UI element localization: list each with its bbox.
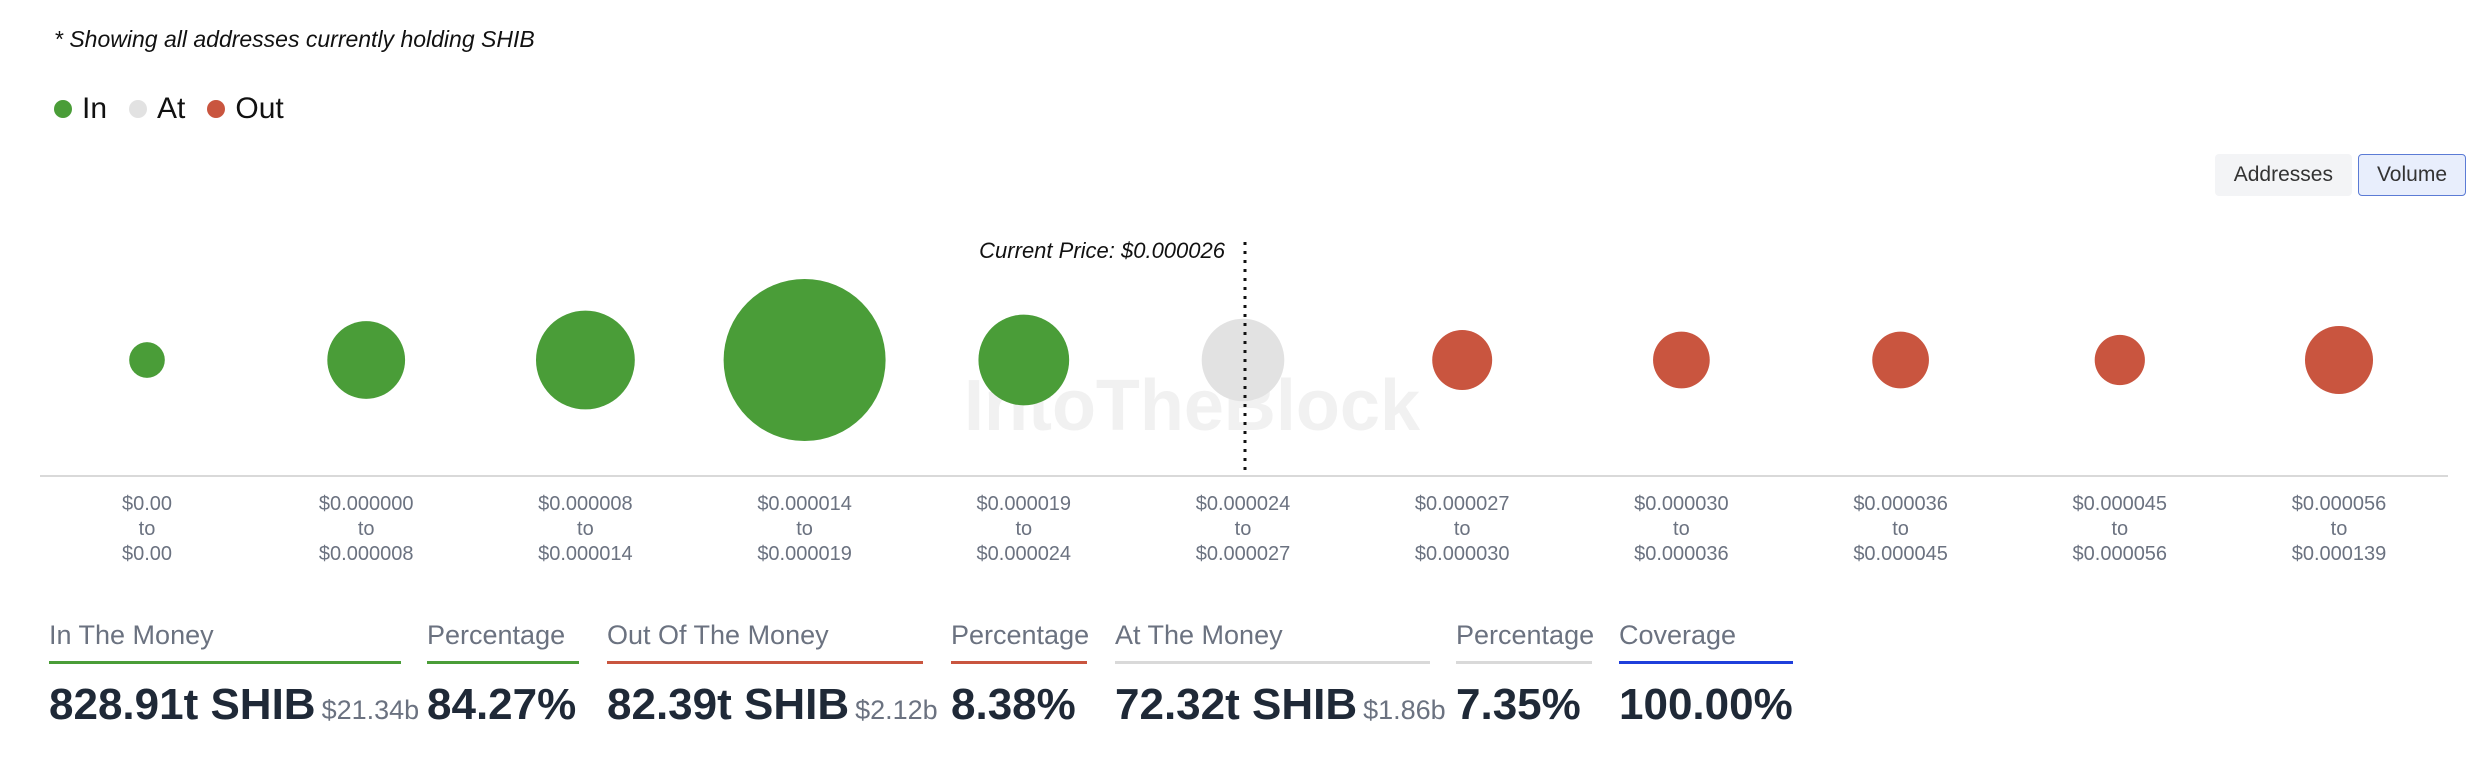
stat-sub-value: $21.34b: [321, 695, 420, 725]
stat-label: At The Money: [1115, 620, 1430, 664]
x-tick-label: $0.000014: [538, 543, 633, 565]
x-tick-label: $0.000008: [319, 543, 414, 565]
x-tick-label: $0.000000: [319, 493, 414, 515]
metric-toggle: Addresses Volume: [2214, 154, 2466, 196]
x-tick-label: $0.000036: [1634, 543, 1729, 565]
stat-coverage: Coverage 100.00%: [1619, 620, 1793, 730]
bubble-in: [327, 321, 406, 399]
stat-sub-value: $1.86b: [1363, 695, 1446, 725]
x-tick-label: $0.000024: [1196, 493, 1291, 515]
stat-in-percentage: Percentage 84.27%: [427, 620, 579, 730]
stat-at-the-money: At The Money 72.32t SHIB $1.86b: [1115, 620, 1446, 730]
x-tick-label: $0.000027: [1415, 493, 1510, 515]
stat-label: Percentage: [951, 620, 1089, 664]
x-tick-label: $0.000036: [1853, 493, 1948, 515]
bubble-out: [1653, 331, 1710, 389]
holders-note: * Showing all addresses currently holdin…: [54, 26, 535, 52]
current-price-label: Current Price: $0.000026: [979, 238, 1226, 263]
bubble-out: [2094, 334, 2145, 386]
bubble-out: [1872, 331, 1929, 389]
stat-main-value: 72.32t SHIB: [1115, 680, 1358, 729]
x-tick-label: $0.00: [122, 543, 172, 565]
stat-at-percentage: Percentage 7.35%: [1456, 620, 1594, 730]
stat-label: Coverage: [1619, 620, 1793, 664]
x-tick-label: to: [1235, 518, 1252, 540]
legend-out-label: Out: [235, 92, 284, 125]
legend-item-out[interactable]: Out: [207, 92, 284, 126]
x-tick-label: $0.000045: [2073, 493, 2168, 515]
x-tick-label: to: [1015, 518, 1032, 540]
x-tick-label: $0.000027: [1196, 543, 1291, 565]
bubble-at: [1201, 318, 1285, 402]
legend-item-at[interactable]: At: [129, 92, 185, 126]
stat-value: 100.00%: [1619, 680, 1793, 729]
bubble-in: [723, 279, 886, 441]
addresses-button[interactable]: Addresses: [2214, 154, 2352, 196]
stat-value: 7.35%: [1456, 680, 1581, 729]
legend-item-in[interactable]: In: [54, 92, 107, 126]
bubble-out: [1432, 330, 1493, 390]
x-tick-label: $0.00: [122, 493, 172, 515]
x-tick-label: $0.000056: [2292, 493, 2387, 515]
legend-in-label: In: [82, 92, 108, 125]
stat-value: 828.91t SHIB $21.34b: [49, 680, 419, 730]
stat-value: 8.38%: [951, 680, 1076, 729]
x-tick-label: to: [139, 518, 156, 540]
legend: In At Out: [54, 92, 284, 126]
x-tick-label: $0.000139: [2292, 543, 2387, 565]
bubble-chart: IntoTheBlock$0.00to$0.00$0.000000to$0.00…: [40, 238, 2448, 565]
legend-in-dot: [54, 100, 72, 118]
stat-value: 72.32t SHIB $1.86b: [1115, 680, 1446, 730]
x-tick-label: $0.000024: [977, 543, 1072, 565]
stat-out-percentage: Percentage 8.38%: [951, 620, 1089, 730]
bubble-in: [535, 310, 635, 410]
bubble-in: [978, 314, 1070, 406]
stat-value: 82.39t SHIB $2.12b: [607, 680, 938, 730]
stat-main-value: 82.39t SHIB: [607, 680, 850, 729]
x-tick-label: to: [1454, 518, 1471, 540]
legend-at-label: At: [157, 92, 186, 125]
x-tick-label: to: [577, 518, 594, 540]
bubble-out: [2304, 325, 2374, 395]
stats-bar: In The Money 828.91t SHIB $21.34b Percent…: [0, 620, 2484, 760]
x-tick-label: to: [796, 518, 813, 540]
bubble-in: [129, 342, 165, 378]
stat-main-value: 828.91t SHIB: [49, 680, 316, 729]
x-tick-label: to: [358, 518, 375, 540]
legend-at-dot: [129, 100, 148, 118]
stat-label: Percentage: [427, 620, 579, 664]
x-tick-label: $0.000056: [2073, 543, 2168, 565]
x-tick-label: $0.000019: [977, 493, 1072, 515]
stat-label: Percentage: [1456, 620, 1594, 664]
x-tick-label: to: [2331, 518, 2348, 540]
stat-label: In The Money: [49, 620, 401, 664]
stat-value: 84.27%: [427, 680, 577, 729]
x-tick-label: $0.000014: [757, 493, 852, 515]
x-tick-label: to: [1892, 518, 1909, 540]
volume-button[interactable]: Volume: [2357, 154, 2466, 196]
x-tick-label: $0.000030: [1415, 543, 1510, 565]
x-tick-label: $0.000030: [1634, 493, 1729, 515]
stat-out-of-the-money: Out Of The Money 82.39t SHIB $2.12b: [607, 620, 938, 730]
x-tick-label: to: [2111, 518, 2128, 540]
stat-label: Out Of The Money: [607, 620, 923, 664]
x-tick-label: $0.000019: [757, 543, 852, 565]
x-tick-label: $0.000045: [1853, 543, 1948, 565]
stat-sub-value: $2.12b: [855, 695, 938, 725]
legend-out-dot: [207, 100, 226, 118]
stat-in-the-money: In The Money 828.91t SHIB $21.34b: [49, 620, 419, 730]
x-tick-label: to: [1673, 518, 1690, 540]
x-tick-label: $0.000008: [538, 493, 633, 515]
